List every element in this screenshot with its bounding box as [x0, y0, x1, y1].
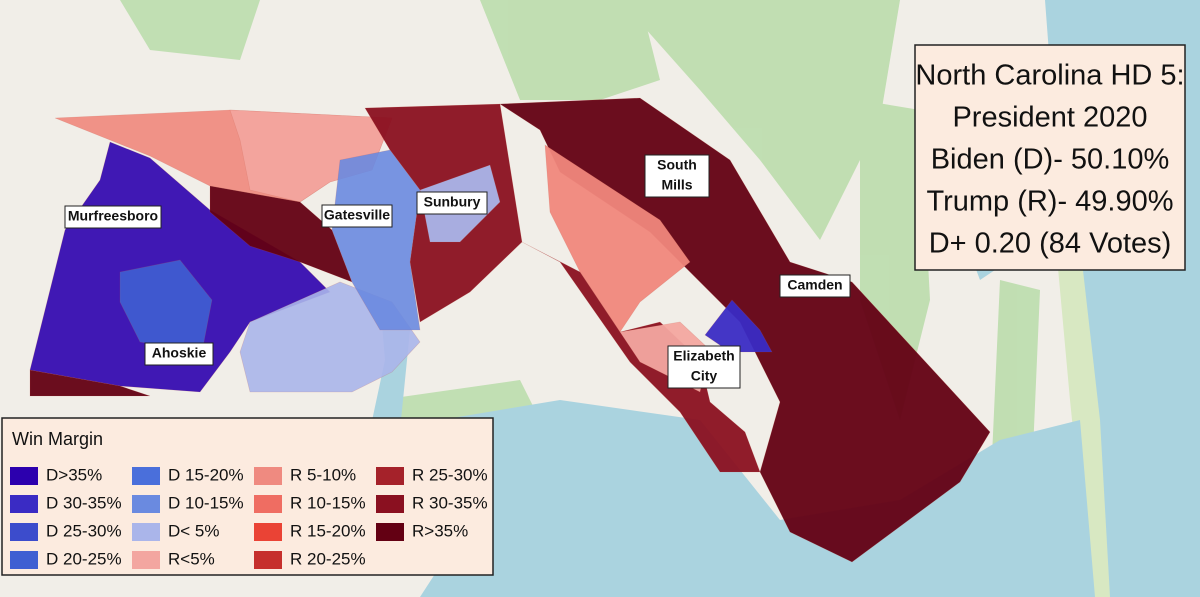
legend-swatch: [10, 495, 38, 513]
place-label: Camden: [787, 277, 842, 293]
title-box: [914, 44, 1186, 271]
place-box: [416, 191, 488, 215]
legend-swatch: [132, 495, 160, 513]
sound: [380, 400, 1095, 597]
legend-swatch: [254, 523, 282, 541]
place-box: [644, 154, 710, 198]
legend-title: Win Margin: [12, 429, 103, 449]
barrier-island: [1050, 180, 1110, 597]
place-label: City: [691, 368, 718, 384]
legend-label: D 20-25%: [46, 549, 122, 568]
legend-swatch: [10, 523, 38, 541]
legend-box: [1, 417, 494, 576]
title-line: President 2020: [952, 102, 1147, 134]
place-label: Elizabeth: [673, 348, 734, 364]
legend-label: R 15-20%: [290, 521, 366, 540]
place-label: South: [657, 157, 697, 173]
legend-swatch: [254, 495, 282, 513]
legend-label: D 30-35%: [46, 493, 122, 512]
legend-label: D< 5%: [168, 521, 220, 540]
legend-label: R 10-15%: [290, 493, 366, 512]
district: [29, 97, 991, 563]
legend-label: D 15-20%: [168, 465, 244, 484]
place-box: [667, 345, 741, 389]
place-label: Mills: [661, 177, 692, 193]
legend-swatch: [254, 551, 282, 569]
legend-swatch: [376, 523, 404, 541]
legend-swatch: [132, 551, 160, 569]
legend-label: R>35%: [412, 521, 468, 540]
place-box: [144, 342, 214, 366]
legend-label: R 30-35%: [412, 493, 488, 512]
legend-label: D>35%: [46, 465, 102, 484]
legend-swatch: [10, 551, 38, 569]
place-box: [321, 204, 393, 228]
place-box: [64, 205, 162, 229]
legend-swatch: [376, 495, 404, 513]
legend-label: R 20-25%: [290, 549, 366, 568]
place-label: Ahoskie: [152, 345, 207, 361]
legend-label: D 25-30%: [46, 521, 122, 540]
legend-label: R<5%: [168, 549, 215, 568]
legend-swatch: [132, 467, 160, 485]
title-line: North Carolina HD 5:: [915, 60, 1184, 92]
place-box: [779, 274, 851, 298]
legend-label: R 25-30%: [412, 465, 488, 484]
legend-label: R 5-10%: [290, 465, 356, 484]
title-line: D+ 0.20 (84 Votes): [929, 228, 1172, 260]
place-label: Gatesville: [324, 207, 390, 223]
legend-swatch: [10, 467, 38, 485]
title-line: Trump (R)- 49.90%: [926, 186, 1173, 218]
legend-label: D 10-15%: [168, 493, 244, 512]
place-label: Sunbury: [424, 194, 481, 210]
title-line: Biden (D)- 50.10%: [931, 144, 1170, 176]
legend-swatch: [132, 523, 160, 541]
legend-swatch: [254, 467, 282, 485]
legend-swatch: [376, 467, 404, 485]
place-label: Murfreesboro: [68, 208, 158, 224]
